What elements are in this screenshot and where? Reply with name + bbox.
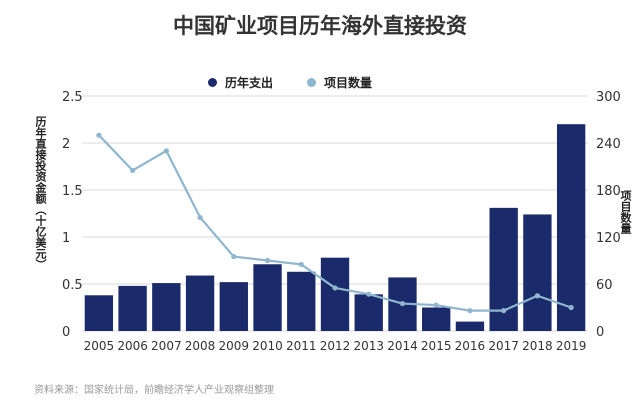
line-point <box>298 261 304 268</box>
line-point <box>433 302 439 308</box>
bar <box>422 307 451 331</box>
x-tick-label: 2007 <box>151 339 182 353</box>
bar <box>523 214 552 331</box>
x-tick-label: 2008 <box>185 339 216 353</box>
bar <box>84 295 114 331</box>
line-point <box>534 293 541 299</box>
line-point <box>96 132 102 138</box>
y-tick-label-left: 0.5 <box>62 278 83 293</box>
bar <box>287 271 316 331</box>
line-point <box>332 285 338 291</box>
x-tick-label: 2012 <box>320 339 351 353</box>
bar <box>455 321 485 331</box>
legend-label-projects: 项目数量 <box>324 76 373 90</box>
legend-swatch-projects <box>307 78 317 87</box>
line-point <box>467 308 473 314</box>
y-tick-label-left: 0 <box>62 325 70 340</box>
y-tick-label-right: 120 <box>596 231 621 246</box>
y-tick-label-left: 1 <box>62 231 70 246</box>
bar <box>556 124 586 331</box>
legend-item-spending: 历年支出 <box>208 74 273 91</box>
y-tick-label-right: 300 <box>596 90 621 105</box>
bar <box>185 275 215 331</box>
bar <box>253 264 282 331</box>
line-point <box>231 253 237 260</box>
source-note: 资料来源：国家统计局，前瞻经济学人产业观察组整理 <box>34 385 274 396</box>
legend-swatch-spending <box>208 78 217 87</box>
x-tick-label: 2009 <box>219 339 250 353</box>
y-tick-label-left: 2.5 <box>62 90 83 105</box>
y-axis-label-left: 历年直接投资金额（十亿美元） <box>34 116 47 270</box>
x-tick-label: 2005 <box>84 339 115 353</box>
line-point <box>399 300 406 307</box>
x-tick-label: 2015 <box>421 339 452 353</box>
x-tick-label: 2019 <box>556 339 587 353</box>
bar <box>118 285 147 331</box>
legend: 历年支出 项目数量 <box>208 74 406 91</box>
line-point <box>197 214 203 221</box>
line-point <box>130 167 136 174</box>
x-tick-label: 2010 <box>252 339 283 353</box>
y-tick-label-right: 180 <box>596 184 621 199</box>
y-axis-label-right: 项目数量 <box>619 190 632 234</box>
bar <box>354 294 383 331</box>
x-tick-label: 2018 <box>522 339 553 353</box>
bar <box>152 283 181 331</box>
x-tick-label: 2011 <box>286 339 317 353</box>
chart-title: 中国矿业项目历年海外直接投资 <box>173 14 467 38</box>
line-point <box>366 291 372 297</box>
x-tick-label: 2014 <box>387 339 418 353</box>
y-tick-label-right: 240 <box>596 137 621 152</box>
legend-item-projects: 项目数量 <box>307 74 372 91</box>
y-tick-label-left: 1.5 <box>62 184 83 199</box>
line-point <box>501 308 507 314</box>
line-point <box>568 304 574 311</box>
legend-label-spending: 历年支出 <box>225 76 274 90</box>
y-tick-label-left: 2 <box>62 137 70 152</box>
x-tick-label: 2017 <box>488 339 519 353</box>
bar <box>320 257 350 331</box>
y-tick-label-right: 0 <box>596 325 604 340</box>
x-tick-label: 2016 <box>455 339 486 353</box>
x-tick-label: 2013 <box>353 339 384 353</box>
y-tick-label-right: 60 <box>596 278 613 293</box>
line-point <box>264 257 271 264</box>
line-point <box>163 148 169 154</box>
x-tick-label: 2006 <box>117 339 148 353</box>
bar <box>219 282 248 331</box>
